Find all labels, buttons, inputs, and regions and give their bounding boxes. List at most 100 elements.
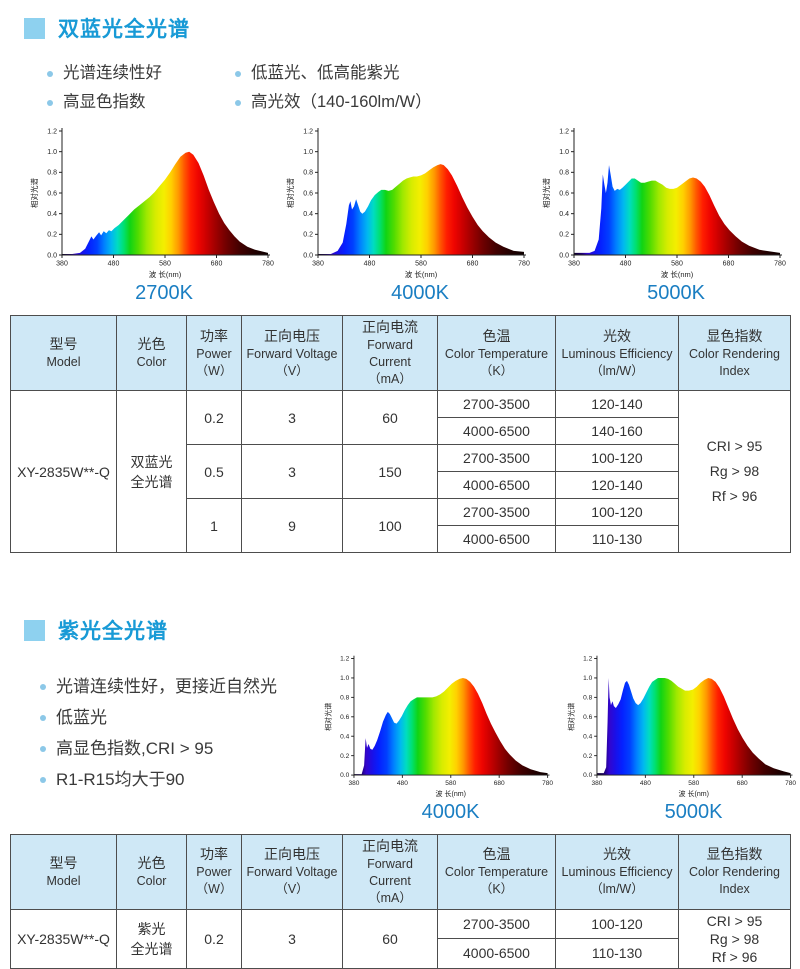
svg-text:0.8: 0.8: [303, 170, 313, 177]
header-color: 光色 Color: [116, 315, 187, 391]
svg-text:780: 780: [774, 261, 786, 268]
spectrum-chart-5000k: 0.0 0.2 0.4 0.6 0.8 1.0 1.2 380 480 580 680 780 波 长(…: [540, 123, 790, 305]
section1-features: 光谱连续性好 高显色指数 低蓝光、低高能紫光 高光效（140-160lm/W）: [47, 59, 800, 117]
section2-header: 紫光全光谱: [24, 615, 800, 645]
section2-charts: 0.0 0.2 0.4 0.6 0.8 1.0 1.2 380 480 580 680 780 波 长(…: [322, 651, 800, 824]
svg-text:1.2: 1.2: [303, 128, 313, 135]
svg-text:0.0: 0.0: [340, 772, 349, 779]
cell-cri: CRI > 95 Rg > 98 Rf > 96: [678, 390, 791, 553]
cell-efficiency: 100-120: [555, 908, 679, 940]
cell-voltage: 3: [241, 390, 343, 445]
cell-voltage: 9: [241, 498, 343, 553]
cell-color-temp: 2700-3500: [437, 444, 556, 472]
feature-text: 低蓝光、低高能紫光: [251, 64, 400, 82]
section2-features: 光谱连续性好，更接近自然光 低蓝光 高显色指数,CRI > 95 R1-R15均…: [40, 651, 322, 824]
section1-title: 双蓝光全光谱: [58, 18, 190, 41]
svg-text:780: 780: [518, 261, 530, 268]
svg-text:0.8: 0.8: [583, 695, 592, 702]
feature-item: 高显色指数: [47, 88, 235, 117]
svg-text:1.2: 1.2: [559, 128, 569, 135]
svg-text:0.2: 0.2: [583, 753, 592, 760]
cell-power: 0.2: [186, 908, 242, 969]
header-model: 型号 Model: [10, 833, 117, 910]
header-voltage: 正向电压 Forward Voltage （V）: [241, 315, 343, 391]
cell-power: 0.2: [186, 390, 242, 445]
table-row: XY-2835W**-Q 紫光 全光谱 0.2 3 60 2700-3500 10…: [10, 908, 791, 969]
feature-item: 光谱连续性好，更接近自然光: [40, 671, 322, 702]
svg-text:680: 680: [211, 261, 223, 268]
svg-text:680: 680: [467, 261, 479, 268]
bullet-dot-icon: [235, 70, 241, 77]
svg-text:0.6: 0.6: [303, 190, 313, 197]
svg-text:1.0: 1.0: [340, 675, 349, 682]
section1-charts: 0.0 0.2 0.4 0.6 0.8 1.0 1.2 380 480 580 680 780 波 长(…: [0, 117, 800, 305]
svg-text:0.0: 0.0: [559, 252, 569, 259]
svg-text:波 长(nm): 波 长(nm): [436, 789, 466, 798]
svg-text:0.2: 0.2: [303, 232, 313, 239]
svg-text:1.2: 1.2: [340, 656, 349, 663]
svg-text:780: 780: [785, 780, 796, 787]
svg-text:580: 580: [159, 261, 171, 268]
svg-text:相对光谱: 相对光谱: [29, 178, 39, 208]
spectrum-plot: 0.0 0.2 0.4 0.6 0.8 1.0 1.2 380 480 580 680 780 波 长(…: [323, 656, 553, 798]
spectrum-chart-5000k-violet: 0.0 0.2 0.4 0.6 0.8 1.0 1.2 380 480 580 680 780 波 长(…: [565, 651, 800, 824]
cell-efficiency: 120-140: [555, 471, 679, 499]
svg-text:680: 680: [494, 780, 505, 787]
spec-table-violet: 型号 Model 光色 Color 功率 Power （W） 正向电压 Forward V…: [10, 833, 791, 969]
svg-text:0.4: 0.4: [47, 211, 57, 218]
cell-color-temp: 2700-3500: [437, 390, 556, 418]
bullet-dot-icon: [235, 99, 241, 106]
svg-text:相对光谱: 相对光谱: [566, 703, 575, 731]
svg-text:1.2: 1.2: [583, 656, 592, 663]
chart-label: 5000K: [647, 282, 705, 304]
svg-text:0.8: 0.8: [47, 170, 57, 177]
svg-text:0.4: 0.4: [583, 733, 592, 740]
svg-text:波 长(nm): 波 长(nm): [405, 269, 438, 279]
header-efficiency: 光效 Luminous Efficiency （lm/W）: [555, 833, 679, 910]
header-color-temp: 色温 Color Temperature （K）: [437, 833, 556, 910]
svg-text:0.6: 0.6: [583, 714, 592, 721]
spectrum-plot: 0.0 0.2 0.4 0.6 0.8 1.0 1.2 380 480 580 680 780 波 长(…: [541, 128, 786, 279]
cell-efficiency: 110-130: [555, 938, 679, 969]
feature-text: 光谱连续性好，更接近自然光: [56, 677, 277, 696]
spectrum-chart-2700k: 0.0 0.2 0.4 0.6 0.8 1.0 1.2 380 480 580 680 780 波 长(…: [28, 123, 278, 305]
table-row: 0.5 3 150 2700-3500 100-120: [11, 444, 791, 499]
cell-color-temp: 4000-6500: [437, 938, 556, 969]
svg-text:1.0: 1.0: [303, 149, 313, 156]
svg-text:1.0: 1.0: [47, 149, 57, 156]
svg-text:0.0: 0.0: [583, 772, 592, 779]
bullet-dot-icon: [40, 776, 46, 783]
svg-text:1.0: 1.0: [559, 149, 569, 156]
chart-label: 5000K: [664, 800, 723, 823]
svg-text:相对光谱: 相对光谱: [323, 703, 332, 731]
cell-current: 60: [342, 908, 438, 969]
svg-text:380: 380: [591, 780, 602, 787]
section-marker-icon: [24, 17, 45, 39]
header-color: 光色 Color: [116, 833, 187, 910]
cell-color-temp: 2700-3500: [437, 908, 556, 940]
cell-color: 紫光 全光谱: [116, 908, 187, 969]
svg-text:0.4: 0.4: [340, 733, 349, 740]
svg-text:380: 380: [348, 780, 359, 787]
bullet-dot-icon: [47, 70, 53, 77]
svg-text:480: 480: [640, 780, 651, 787]
header-efficiency: 光效 Luminous Efficiency （lm/W）: [555, 315, 679, 391]
svg-text:0.0: 0.0: [47, 252, 57, 259]
header-current: 正向电流 Forward Current （mA）: [342, 833, 438, 910]
svg-text:0.4: 0.4: [559, 211, 569, 218]
svg-text:相对光谱: 相对光谱: [285, 178, 295, 208]
cell-color-temp: 4000-6500: [437, 417, 556, 445]
header-color-temp: 色温 Color Temperature （K）: [437, 315, 556, 391]
svg-text:0.8: 0.8: [340, 695, 349, 702]
spectrum-chart-4000k: 0.0 0.2 0.4 0.6 0.8 1.0 1.2 380 480 580 680 780 波 长(…: [284, 123, 534, 305]
feature-text: R1-R15均大于90: [56, 770, 185, 789]
feature-text: 光谱连续性好: [63, 64, 162, 82]
feature-text: 高显色指数: [63, 93, 146, 111]
table-row: XY-2835W**-Q 双蓝光 全光谱 0.2 3 60 2700-3500 1…: [10, 390, 791, 553]
feature-item: 高显色指数,CRI > 95: [40, 733, 322, 764]
table-row: 4000-6500 140-160: [11, 417, 791, 445]
svg-text:0.8: 0.8: [559, 170, 569, 177]
chart-label: 4000K: [421, 800, 480, 823]
cell-current: 100: [342, 498, 438, 553]
svg-text:480: 480: [620, 261, 632, 268]
